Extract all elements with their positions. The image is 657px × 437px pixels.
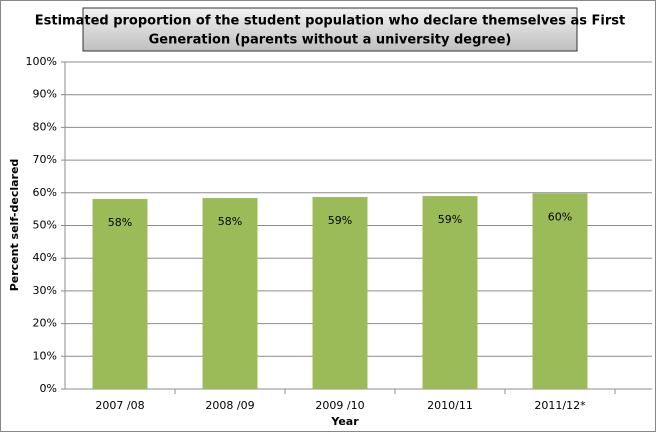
value-label: 60% [548, 210, 572, 223]
chart-title: Estimated proportion of the student popu… [35, 14, 625, 29]
y-axis-title: Percent self-declared [8, 159, 21, 292]
value-label: 58% [218, 215, 242, 228]
title-box [82, 7, 578, 52]
value-label: 59% [438, 213, 462, 226]
y-tick-label: 20% [33, 317, 57, 330]
y-tick-label: 90% [33, 88, 57, 101]
y-tick-label: 70% [33, 153, 57, 166]
bar [312, 197, 368, 389]
chart-title: Generation (parents without a university… [149, 33, 512, 48]
value-label: 58% [108, 216, 132, 229]
bar [422, 196, 478, 389]
x-tick-label: 2008 /09 [205, 399, 254, 412]
value-label: 59% [328, 214, 352, 227]
bar [202, 198, 258, 389]
y-tick-label: 50% [33, 219, 57, 232]
y-tick-label: 30% [33, 284, 57, 297]
y-tick-label: 80% [33, 120, 57, 133]
x-tick-label: 2007 /08 [95, 399, 144, 412]
y-tick-label: 40% [33, 251, 57, 264]
x-tick-label: 2010/11 [427, 399, 473, 412]
bar [532, 193, 588, 389]
y-tick-label: 0% [40, 382, 57, 395]
y-tick-label: 60% [33, 186, 57, 199]
bar [92, 199, 148, 389]
y-tick-label: 10% [33, 349, 57, 362]
x-tick-label: 2011/12* [534, 399, 586, 412]
y-tick-label: 100% [26, 55, 57, 68]
x-axis-title: Year [330, 415, 359, 428]
x-tick-label: 2009 /10 [315, 399, 364, 412]
